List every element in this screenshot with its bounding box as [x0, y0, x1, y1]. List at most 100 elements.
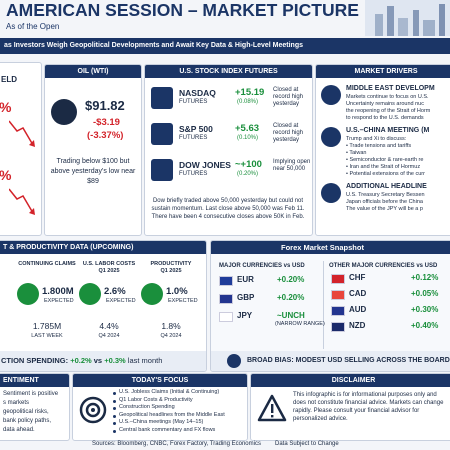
forex-title: Forex Market Snapshot: [281, 243, 364, 252]
currency-note: (NARROW RANGE): [275, 321, 325, 327]
yield-value: %: [0, 167, 12, 183]
spending-tail: last month: [127, 356, 163, 365]
futures-title: U.S. STOCK INDEX FUTURES: [145, 65, 312, 78]
currency-code: AUD: [349, 305, 367, 314]
focus-bullet: [113, 414, 116, 418]
oil-title: OIL (WTI): [45, 65, 141, 78]
labor-previous: 4.4%: [99, 321, 119, 331]
sentiment-line: Sentiment is positive: [3, 391, 59, 397]
labor-icon: [79, 283, 101, 305]
sentiment-line: s markets: [3, 400, 30, 406]
bias: BROAD BIAS: MODEST USD SELLING ACROSS TH…: [247, 357, 450, 364]
labor-previous: 1.785M: [32, 321, 62, 331]
flag: [331, 290, 345, 300]
currency-change: +0.20%: [277, 275, 305, 284]
spending-label: CTION SPENDING:: [1, 356, 69, 365]
driver-line: • Semiconductor & rare-earth re: [346, 157, 424, 163]
banner: as Investors Weigh Geopolitical Developm…: [4, 42, 304, 49]
driver-title: U.S.–CHINA MEETING (M: [346, 127, 430, 134]
futures-sub: FUTURES: [179, 171, 208, 177]
futures-sub: FUTURES: [179, 135, 208, 141]
driver-line: Markets continue to focus on U.S.: [346, 94, 429, 100]
futures-pct: (0.10%): [237, 135, 259, 141]
driver-line: Trump and Xi to discuss:: [346, 136, 407, 142]
disclaimer-title: DISCLAIMER: [251, 374, 450, 387]
labor-previous-label: Q4 2024: [98, 333, 120, 339]
focus-item: Geopolitical headlines from the Middle E…: [119, 411, 225, 418]
focus-bullet: [113, 422, 116, 425]
labor-name: U.S. LABOR COSTS: [82, 261, 136, 267]
driver-line: to respond to the U.S. demands: [346, 115, 424, 121]
oil-price: $91.82: [85, 98, 125, 113]
footer-note: Data Subject to Change: [275, 441, 339, 447]
driver-line: The value of the JPY will be a p: [346, 206, 423, 212]
currency-change: ~UNCH: [277, 311, 305, 320]
futures-footnote: Dow briefly traded above 50,000 yesterda…: [151, 198, 305, 220]
driver-icon: [321, 127, 341, 147]
labor-expected: 1.800M: [42, 286, 74, 297]
focus-item: Construction Spending: [119, 404, 175, 410]
focus-title: TODAY'S FOCUS: [73, 374, 247, 387]
drivers-panel: MARKET DRIVERS MIDDLE EAST DEVELOPM Marke…: [315, 64, 450, 236]
currency-change: +0.30%: [411, 305, 439, 314]
futures-sub: FUTURES: [179, 99, 208, 105]
flag: [219, 312, 233, 322]
futures-panel: U.S. STOCK INDEX FUTURES NASDAQ FUTURES +1…: [144, 64, 313, 236]
focus-item: Central bank commentary and FX flows: [119, 426, 216, 433]
focus-bullet: [113, 407, 116, 410]
driver-line: • Potential extensions of the curr: [346, 171, 425, 177]
driver-icon: [321, 85, 341, 105]
labor-expected-label: EXPECTED: [44, 298, 74, 304]
currency-change: +0.40%: [411, 321, 439, 330]
futures-pct: (0.08%): [237, 99, 259, 105]
futures-note: Implying open near 50,000: [273, 159, 311, 172]
labor-title: T & PRODUCTIVITY DATA (UPCOMING): [0, 241, 206, 254]
currency-code: EUR: [237, 275, 254, 284]
labor-expected-label: EXPECTED: [106, 298, 136, 304]
bias-bar: [211, 351, 450, 371]
focus-bullet: [113, 392, 116, 395]
driver-icon: [321, 183, 341, 203]
flag: [331, 322, 345, 332]
spending-expected: +0.2%: [70, 356, 92, 365]
labor-period: Q1 2025: [98, 268, 120, 274]
banner-bg: [0, 38, 450, 54]
sentiment-panel: ENTIMENT Sentiment is positive s markets g…: [0, 373, 70, 441]
futures-icon: [151, 123, 173, 145]
labor-icon: [17, 283, 39, 305]
currency-code: CHF: [349, 273, 366, 282]
yield-title: ELD: [1, 75, 17, 84]
yield-panel: ELD % %: [0, 62, 42, 236]
driver-line: U.S. Treasury Secretary Bessen: [346, 192, 425, 198]
oil-change-pct: (-3.37%): [87, 130, 124, 141]
skyline: [365, 0, 450, 36]
divider: [323, 261, 324, 349]
currency-code: JPY: [237, 311, 253, 320]
globe-icon: [227, 354, 241, 368]
futures-name: S&P 500: [179, 124, 213, 134]
yield-value: %: [0, 99, 12, 115]
focus-item: U.S.–China meetings (May 14–15): [119, 419, 204, 425]
warning-icon: [257, 394, 287, 422]
labor-expected: 2.6%: [104, 286, 126, 297]
driver-line: Uncertainty remains around nuc: [346, 101, 424, 107]
spending: CTION SPENDING: +0.2% vs +0.3% last mont…: [1, 356, 162, 365]
currency-change: +0.12%: [411, 273, 439, 282]
labor-expected-label: EXPECTED: [168, 298, 198, 304]
driver-line: • Iran and the Strait of Hormuz: [346, 164, 421, 170]
futures-pct: (0.20%): [237, 171, 259, 177]
title: AMERICAN SESSION – MARKET PICTURE: [6, 0, 359, 20]
sources: Sources: Bloomberg, CNBC, Forex Factory,…: [92, 441, 261, 447]
futures-name: NASDAQ: [179, 88, 216, 98]
spending-bar: [0, 351, 206, 371]
futures-name: DOW JONES: [179, 160, 231, 170]
futures-icon: [151, 87, 173, 109]
futures-icon: [151, 159, 173, 181]
target-icon: [79, 396, 107, 424]
driver-line: Japan officials before the China: [346, 199, 423, 205]
focus-bullet: [113, 399, 116, 403]
oil-change: -$3.19: [93, 117, 120, 128]
driver-title: MIDDLE EAST DEVELOPM: [346, 85, 435, 92]
labor-expected: 1.0%: [166, 286, 188, 297]
labor-previous-label: LAST WEEK: [31, 333, 63, 339]
